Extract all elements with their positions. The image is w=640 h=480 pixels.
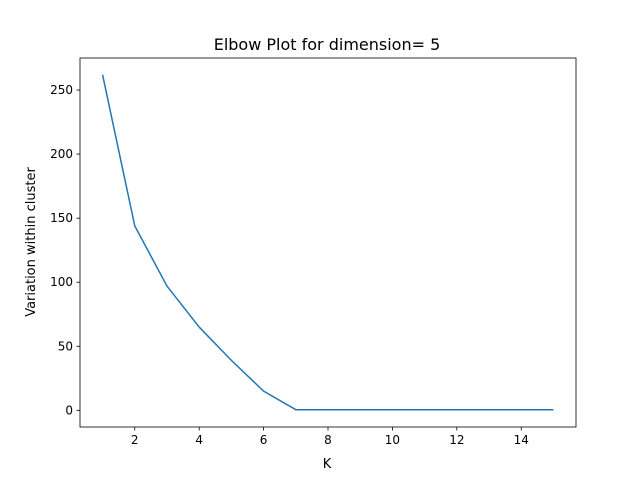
chart-title: Elbow Plot for dimension= 5 — [214, 35, 441, 54]
y-tick-label-50: 50 — [58, 339, 73, 353]
y-tick-label-100: 100 — [50, 275, 73, 289]
x-tick-label-14: 14 — [514, 433, 529, 447]
y-tick-label-0: 0 — [65, 403, 73, 417]
plot-area: 2 4 6 8 10 12 14 0 50 100 150 200 250 — [50, 57, 577, 447]
x-tick-label-10: 10 — [385, 433, 400, 447]
series-line-0 — [101, 74, 554, 411]
x-tick-label-12: 12 — [449, 433, 464, 447]
y-tick-label-150: 150 — [50, 211, 73, 225]
x-tick-label-6: 6 — [260, 433, 268, 447]
y-tick-label-250: 250 — [50, 83, 73, 97]
x-axis-label: K — [323, 457, 332, 472]
x-tick-label-2: 2 — [131, 433, 139, 447]
y-tick-label-200: 200 — [50, 147, 73, 161]
y-axis-label: Variation within cluster — [24, 167, 39, 317]
x-tick-label-4: 4 — [195, 433, 203, 447]
x-tick-label-8: 8 — [324, 433, 332, 447]
